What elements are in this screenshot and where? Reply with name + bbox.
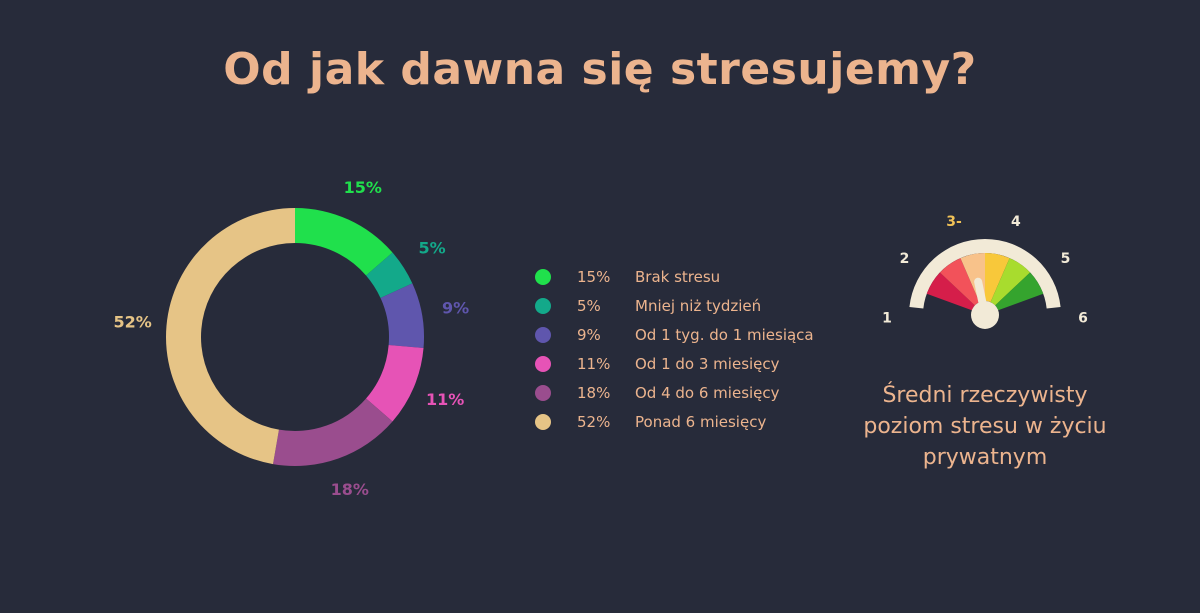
gauge-scale-label: 2 bbox=[900, 251, 910, 267]
slice-value-label: 11% bbox=[426, 390, 464, 409]
legend-label: Od 4 do 6 miesięcy bbox=[635, 383, 780, 402]
legend-percent: 11% bbox=[577, 354, 611, 373]
gauge-scale-label: 6 bbox=[1078, 310, 1088, 326]
slice-value-label: 15% bbox=[344, 178, 382, 197]
gauge-caption: Średni rzeczywisty poziom stresu w życiu… bbox=[863, 383, 1107, 470]
stress-gauge: 1 2 3- 4 5 6 bbox=[882, 215, 1088, 329]
gauge-scale-label: 1 bbox=[882, 310, 892, 326]
legend-swatch bbox=[535, 384, 551, 401]
donut-slice bbox=[366, 345, 424, 422]
gauge-scale-label: 5 bbox=[1061, 251, 1071, 267]
legend-item: 9% Od 1 tyg. do 1 miesiąca bbox=[535, 320, 814, 349]
gauge-needle bbox=[974, 277, 989, 319]
donut-slice bbox=[166, 208, 295, 465]
donut-slice bbox=[380, 283, 424, 349]
legend-swatch bbox=[535, 297, 551, 314]
legend-label: Brak stresu bbox=[635, 267, 721, 286]
legend-swatch bbox=[535, 326, 551, 343]
gauge-rim bbox=[909, 239, 1061, 309]
legend-swatch bbox=[535, 413, 551, 430]
chart-legend: 15% Brak stresu 5% Mniej niż tydzień 9% … bbox=[535, 262, 814, 436]
legend-item: 5% Mniej niż tydzień bbox=[535, 291, 814, 320]
donut-slice bbox=[295, 208, 393, 276]
legend-percent: 5% bbox=[577, 296, 601, 315]
legend-swatch bbox=[535, 268, 551, 285]
gauge-scale-label: 4 bbox=[1011, 215, 1021, 230]
page-title: Od jak dawna się stresujemy? bbox=[223, 44, 977, 95]
slice-value-label: 5% bbox=[419, 238, 446, 257]
gauge-scale-label: 3- bbox=[946, 215, 962, 230]
slice-value-label: 18% bbox=[331, 480, 369, 499]
legend-percent: 18% bbox=[577, 383, 611, 402]
legend-percent: 52% bbox=[577, 412, 611, 431]
slice-value-label: 52% bbox=[113, 313, 151, 332]
legend-item: 11% Od 1 do 3 miesięcy bbox=[535, 349, 814, 378]
legend-item: 18% Od 4 do 6 miesięcy bbox=[535, 378, 814, 407]
gauge-segment bbox=[985, 253, 1010, 303]
gauge-segment bbox=[939, 258, 980, 306]
legend-item: 15% Brak stresu bbox=[535, 262, 814, 291]
donut-slice bbox=[273, 398, 393, 466]
legend-label: Od 1 do 3 miesięcy bbox=[635, 354, 780, 373]
slice-value-label: 9% bbox=[442, 299, 469, 318]
legend-percent: 15% bbox=[577, 267, 611, 286]
donut-slice bbox=[366, 252, 413, 298]
donut-chart: 15% 5% 9% 11% 18% 52% bbox=[113, 178, 469, 499]
gauge-segment bbox=[990, 258, 1031, 306]
gauge-segment bbox=[995, 272, 1044, 311]
legend-label: Od 1 tyg. do 1 miesiąca bbox=[635, 325, 814, 344]
legend-label: Ponad 6 miesięcy bbox=[635, 412, 767, 431]
gauge-segment bbox=[926, 272, 975, 311]
legend-percent: 9% bbox=[577, 325, 601, 344]
legend-item: 52% Ponad 6 miesięcy bbox=[535, 407, 814, 436]
legend-label: Mniej niż tydzień bbox=[635, 296, 762, 315]
legend-swatch bbox=[535, 355, 551, 372]
